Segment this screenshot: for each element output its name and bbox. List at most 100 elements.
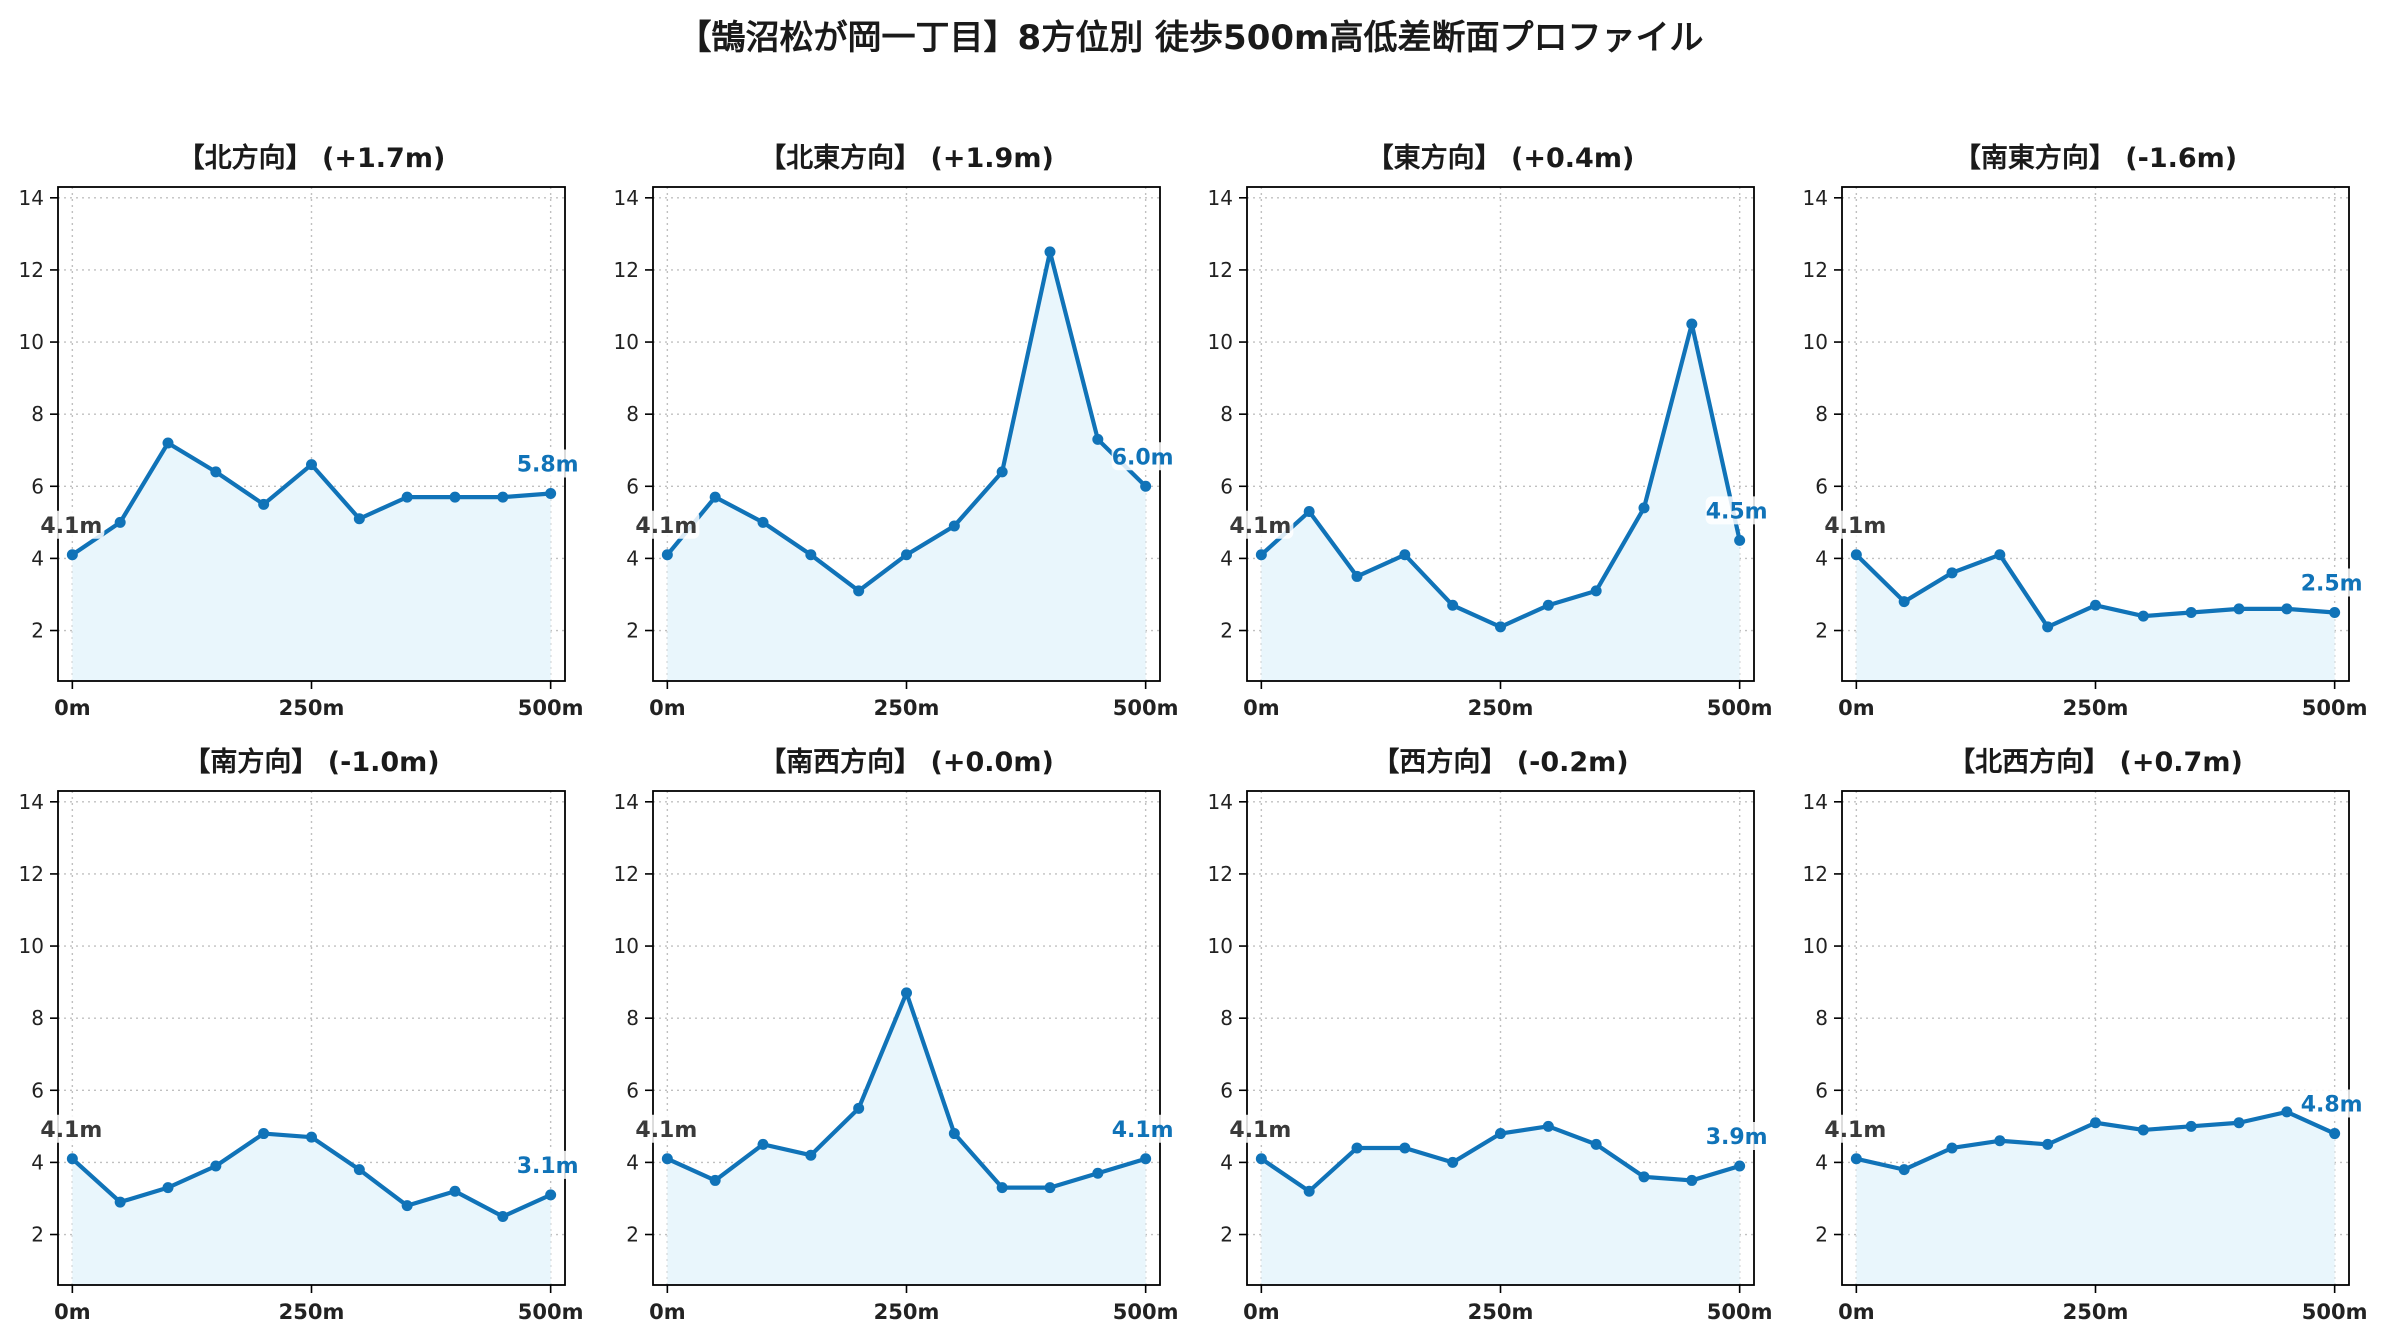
start-elevation-label: 4.1m <box>40 1118 102 1143</box>
data-point <box>1686 1174 1698 1186</box>
y-tick-label: 12 <box>1208 258 1233 282</box>
data-point <box>1542 1120 1554 1132</box>
data-point <box>1092 433 1104 445</box>
x-tick-label: 500m <box>1707 1300 1773 1324</box>
start-label-box <box>1824 510 1889 539</box>
subplot-title: 【西方向】 (-0.2m) <box>1372 746 1628 778</box>
x-tick-label: 250m <box>2063 696 2129 720</box>
area-fill <box>1261 1126 1740 1285</box>
data-point <box>805 1149 817 1161</box>
data-point <box>1092 1167 1104 1179</box>
y-tick-label: 12 <box>19 862 44 886</box>
data-point <box>1044 1182 1056 1194</box>
subplot-2: 【北東方向】 (+1.9m) 0m 250m 500m 2 4 6 8 10 12 14 4.1m 6.… <box>614 142 1180 720</box>
data-point <box>2329 1128 2341 1140</box>
x-tick-label: 500m <box>2302 1300 2368 1324</box>
data-point <box>996 466 1008 478</box>
data-point <box>1686 318 1698 330</box>
data-point <box>545 1189 557 1201</box>
start-label-box <box>40 510 105 539</box>
x-tick-label: 250m <box>1468 1300 1534 1324</box>
data-point <box>210 1160 222 1172</box>
data-point <box>1303 506 1315 518</box>
y-tick-label: 14 <box>614 790 639 814</box>
start-label-box <box>635 1114 700 1143</box>
y-tick-label: 6 <box>1220 474 1233 498</box>
data-point <box>353 513 365 525</box>
end-label-box <box>2300 568 2369 597</box>
data-point <box>1946 1142 1958 1154</box>
data-point <box>545 487 557 499</box>
data-point <box>1255 549 1267 561</box>
y-tick-label: 14 <box>19 186 44 210</box>
data-point <box>306 1131 317 1143</box>
data-point <box>2042 1138 2054 1150</box>
data-point <box>210 466 222 478</box>
subplot-1: 【北方向】 (+1.7m) 0m 250m 500m 2 4 6 8 10 12 14 4.1m 5.8… <box>19 142 585 720</box>
y-tick-label: 8 <box>626 1006 639 1030</box>
y-tick-label: 8 <box>626 402 639 426</box>
start-label-box <box>40 1114 105 1143</box>
y-tick-label: 8 <box>31 1006 44 1030</box>
data-point <box>401 491 413 503</box>
data-point <box>1255 1153 1267 1165</box>
data-point <box>996 1182 1008 1194</box>
subplot-title: 【南方向】 (-1.0m) <box>183 746 439 778</box>
data-point <box>2090 599 2101 611</box>
subplot-title: 【南西方向】 (+0.0m) <box>759 746 1054 778</box>
area-fill <box>72 443 551 681</box>
data-point <box>1140 1153 1152 1165</box>
data-point <box>661 549 673 561</box>
start-elevation-label: 4.1m <box>40 514 102 539</box>
y-tick-label: 12 <box>1803 258 1828 282</box>
y-tick-label: 2 <box>31 1223 44 1247</box>
start-label-box <box>1229 510 1294 539</box>
data-point <box>258 498 270 510</box>
data-point <box>2185 1120 2197 1132</box>
x-tick-label: 0m <box>54 1300 91 1324</box>
x-tick-label: 0m <box>1243 696 1280 720</box>
end-elevation-label: 6.0m <box>1112 445 1174 470</box>
data-point <box>2281 1106 2293 1118</box>
data-point <box>1850 1153 1862 1165</box>
area-fill <box>72 1133 551 1285</box>
data-point <box>661 1153 673 1165</box>
x-tick-label: 500m <box>518 696 584 720</box>
y-tick-label: 10 <box>19 330 44 354</box>
data-point <box>401 1200 413 1212</box>
data-point <box>2090 1117 2101 1129</box>
y-tick-label: 10 <box>614 934 639 958</box>
data-point <box>1994 549 2006 561</box>
data-point <box>66 1153 78 1165</box>
plot-frame <box>1246 790 1755 1286</box>
y-tick-label: 2 <box>1815 1223 1828 1247</box>
y-tick-label: 10 <box>1803 330 1828 354</box>
x-tick-label: 250m <box>279 696 345 720</box>
end-label-box <box>1111 1114 1180 1143</box>
subplot-title: 【東方向】 (+0.4m) <box>1367 142 1635 174</box>
data-point <box>1351 1142 1363 1154</box>
plot-frame <box>57 790 566 1286</box>
end-label-box <box>1705 496 1774 525</box>
data-point <box>1399 549 1411 561</box>
data-point <box>497 1210 509 1222</box>
data-point <box>1898 1164 1910 1176</box>
y-tick-label: 14 <box>1208 186 1233 210</box>
plot-frame <box>1841 790 2350 1286</box>
subplot-4: 【南東方向】 (-1.6m) 0m 250m 500m 2 4 6 8 10 12 14 4.1m 2.… <box>1803 142 2369 720</box>
subplot-title: 【北東方向】 (+1.9m) <box>759 142 1054 174</box>
x-tick-label: 0m <box>649 696 686 720</box>
y-tick-label: 8 <box>1220 1006 1233 1030</box>
data-point <box>757 1138 769 1150</box>
data-point <box>805 549 817 561</box>
data-point <box>948 1128 960 1140</box>
data-point <box>853 585 865 597</box>
data-point <box>2137 610 2149 622</box>
area-fill <box>1856 554 2335 681</box>
data-point <box>1734 1160 1746 1172</box>
end-elevation-label: 4.5m <box>1706 499 1768 524</box>
subplot-8: 【北西方向】 (+0.7m) 0m 250m 500m 2 4 6 8 10 12 14 4.1m 4.… <box>1803 746 2369 1324</box>
subplot-title: 【北西方向】 (+0.7m) <box>1948 746 2243 778</box>
x-tick-label: 250m <box>1468 696 1534 720</box>
